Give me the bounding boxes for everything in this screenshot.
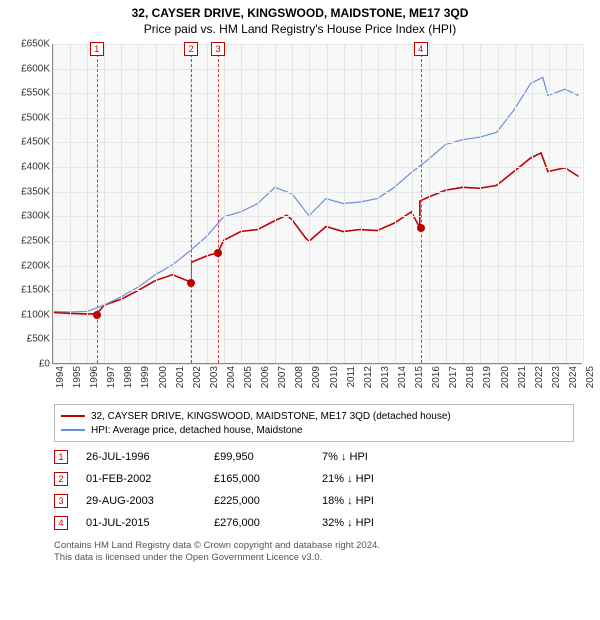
title-subtitle: Price paid vs. HM Land Registry's House … <box>10 22 590 36</box>
table-row-date: 29-AUG-2003 <box>86 495 196 507</box>
sale-marker-number: 2 <box>184 42 198 56</box>
x-tick-label: 2020 <box>500 366 511 388</box>
x-tick-label: 2019 <box>482 366 493 388</box>
x-tick-label: 1995 <box>72 366 83 388</box>
chart-title: 32, CAYSER DRIVE, KINGSWOOD, MAIDSTONE, … <box>10 6 590 36</box>
x-tick-label: 2017 <box>448 366 459 388</box>
x-tick-label: 2023 <box>551 366 562 388</box>
x-tick-label: 2000 <box>158 366 169 388</box>
y-tick-label: £100K <box>14 309 50 320</box>
table-row-date: 26-JUL-1996 <box>86 451 196 463</box>
x-tick-label: 2007 <box>277 366 288 388</box>
y-tick-label: £50K <box>14 334 50 345</box>
x-tick-label: 2015 <box>414 366 425 388</box>
table-row-price: £276,000 <box>214 517 304 529</box>
series-hpi <box>53 77 579 312</box>
chart-area: 1 23 4 £0 £50K £100K £150K £200K £250K £300K £350… <box>10 40 590 400</box>
x-tick-label: 2021 <box>517 366 528 388</box>
x-tick-label: 2018 <box>465 366 476 388</box>
table-row-diff: 32% ↓ HPI <box>322 517 442 529</box>
legend-swatch <box>61 415 85 417</box>
footnote: Contains HM Land Registry data © Crown c… <box>54 540 574 565</box>
footnote-line2: This data is licensed under the Open Gov… <box>54 552 574 564</box>
x-tick-label: 2025 <box>585 366 596 388</box>
x-tick-label: 2012 <box>363 366 374 388</box>
sale-marker-number: 3 <box>211 42 225 56</box>
x-tick-label: 1996 <box>89 366 100 388</box>
sale-marker-number: 4 <box>414 42 428 56</box>
table-row-price: £99,950 <box>214 451 304 463</box>
x-tick-label: 2016 <box>431 366 442 388</box>
x-tick-label: 2009 <box>311 366 322 388</box>
table-row-price: £165,000 <box>214 473 304 485</box>
x-tick-label: 1999 <box>140 366 151 388</box>
table-row-number: 2 <box>54 472 68 486</box>
x-tick-label: 2002 <box>192 366 203 388</box>
table-row: 3 29-AUG-2003 £225,000 18% ↓ HPI <box>54 490 574 512</box>
table-row-number: 4 <box>54 516 68 530</box>
x-tick-label: 2001 <box>175 366 186 388</box>
table-row-diff: 18% ↓ HPI <box>322 495 442 507</box>
table-row-diff: 21% ↓ HPI <box>322 473 442 485</box>
x-tick-label: 2006 <box>260 366 271 388</box>
x-tick-label: 2014 <box>397 366 408 388</box>
table-row-number: 3 <box>54 494 68 508</box>
y-tick-label: £0 <box>14 359 50 370</box>
y-tick-label: £150K <box>14 285 50 296</box>
y-tick-label: £300K <box>14 211 50 222</box>
table-row-diff: 7% ↓ HPI <box>322 451 442 463</box>
y-tick-label: £600K <box>14 63 50 74</box>
x-tick-label: 2024 <box>568 366 579 388</box>
legend-item: 32, CAYSER DRIVE, KINGSWOOD, MAIDSTONE, … <box>61 409 567 423</box>
table-row-number: 1 <box>54 450 68 464</box>
x-tick-label: 2003 <box>209 366 220 388</box>
x-tick-label: 2004 <box>226 366 237 388</box>
x-tick-label: 1998 <box>123 366 134 388</box>
x-tick-label: 2010 <box>329 366 340 388</box>
y-tick-label: £250K <box>14 235 50 246</box>
table-row-price: £225,000 <box>214 495 304 507</box>
y-tick-label: £400K <box>14 162 50 173</box>
footnote-line1: Contains HM Land Registry data © Crown c… <box>54 540 574 552</box>
y-tick-label: £550K <box>14 88 50 99</box>
x-tick-label: 2022 <box>534 366 545 388</box>
table-row-date: 01-FEB-2002 <box>86 473 196 485</box>
x-tick-label: 2005 <box>243 366 254 388</box>
table-row: 2 01-FEB-2002 £165,000 21% ↓ HPI <box>54 468 574 490</box>
legend: 32, CAYSER DRIVE, KINGSWOOD, MAIDSTONE, … <box>54 404 574 442</box>
y-tick-label: £200K <box>14 260 50 271</box>
x-tick-label: 1997 <box>106 366 117 388</box>
x-tick-label: 2013 <box>380 366 391 388</box>
table-row: 4 01-JUL-2015 £276,000 32% ↓ HPI <box>54 512 574 534</box>
legend-label: 32, CAYSER DRIVE, KINGSWOOD, MAIDSTONE, … <box>91 411 451 422</box>
legend-item: HPI: Average price, detached house, Maid… <box>61 423 567 437</box>
title-address: 32, CAYSER DRIVE, KINGSWOOD, MAIDSTONE, … <box>10 6 590 20</box>
y-tick-label: £500K <box>14 112 50 123</box>
legend-swatch <box>61 429 85 431</box>
sale-marker-dot <box>214 249 222 257</box>
sale-marker-line <box>191 44 192 363</box>
plot-region: 1 23 4 <box>52 44 582 364</box>
sale-marker-line <box>218 44 219 363</box>
sale-marker-line <box>421 44 422 363</box>
table-row-date: 01-JUL-2015 <box>86 517 196 529</box>
y-tick-label: £350K <box>14 186 50 197</box>
table-row: 1 26-JUL-1996 £99,950 7% ↓ HPI <box>54 446 574 468</box>
x-tick-label: 2011 <box>346 366 357 388</box>
x-tick-label: 1994 <box>55 366 66 388</box>
sale-marker-dot <box>417 224 425 232</box>
sales-table: 1 26-JUL-1996 £99,950 7% ↓ HPI 2 01-FEB-2002 £… <box>54 446 574 534</box>
y-tick-label: £650K <box>14 39 50 50</box>
sale-marker-number: 1 <box>90 42 104 56</box>
sale-marker-dot <box>187 279 195 287</box>
x-tick-label: 2008 <box>294 366 305 388</box>
legend-label: HPI: Average price, detached house, Maid… <box>91 425 303 436</box>
y-tick-label: £450K <box>14 137 50 148</box>
sale-marker-dot <box>93 311 101 319</box>
